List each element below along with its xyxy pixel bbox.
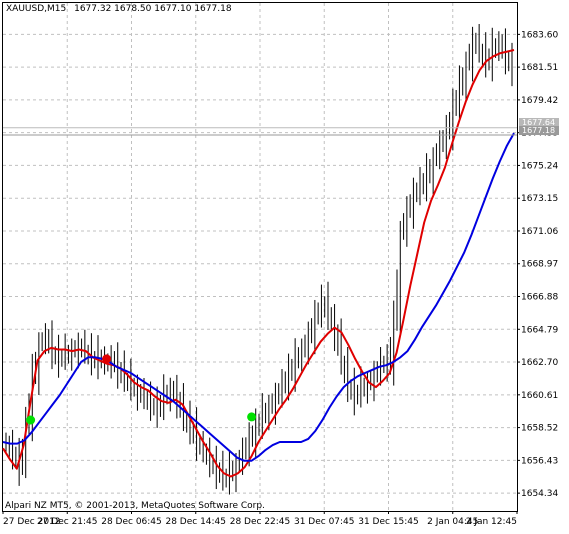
y-tick-label: 1662.70 bbox=[521, 358, 558, 368]
x-tick-label: 27 Dec 2012 bbox=[3, 517, 61, 527]
y-tick-label: 1668.97 bbox=[521, 260, 558, 270]
sell-signal-dot bbox=[102, 354, 112, 364]
buy-signal-dot bbox=[26, 415, 36, 425]
x-tick-label: 28 Dec 14:45 bbox=[165, 517, 226, 527]
y-tick-label: 1673.15 bbox=[521, 194, 558, 204]
y-tick-label: 1675.24 bbox=[521, 161, 558, 171]
y-tick-label: 1664.79 bbox=[521, 325, 558, 335]
y-tick-label: 1681.51 bbox=[521, 63, 558, 73]
chart-header: XAUUSD,M15 1677.32 1678.50 1677.10 1677.… bbox=[6, 4, 232, 14]
x-tick-label: 27 Dec 21:45 bbox=[37, 517, 98, 527]
buy-signal-dot bbox=[247, 412, 257, 422]
x-tick-label: 28 Dec 22:45 bbox=[230, 517, 291, 527]
y-tick-label: 1683.60 bbox=[521, 30, 558, 40]
y-tick-label: 1658.52 bbox=[521, 424, 558, 434]
symbol-label: XAUUSD,M15 bbox=[6, 4, 67, 14]
ask-price-tag: 1677.64 bbox=[519, 118, 559, 127]
bid-price-tag: 1677.18 bbox=[519, 126, 559, 135]
y-tick-label: 1666.88 bbox=[521, 293, 558, 303]
x-tick-label: 2 Jan 12:45 bbox=[466, 517, 517, 527]
fast-ma-line bbox=[2, 49, 515, 478]
y-tick-label: 1656.43 bbox=[521, 456, 558, 466]
x-tick-label: 31 Dec 15:45 bbox=[358, 517, 419, 527]
ohlc-label: 1677.32 1678.50 1677.10 1677.18 bbox=[74, 4, 232, 14]
y-tick-label: 1671.06 bbox=[521, 227, 558, 237]
copyright-label: Alpari NZ MT5, © 2001-2013, MetaQuotes S… bbox=[5, 501, 265, 511]
x-tick-label: 31 Dec 07:45 bbox=[294, 517, 355, 527]
y-tick-label: 1660.61 bbox=[521, 391, 558, 401]
y-tick-label: 1679.42 bbox=[521, 96, 558, 106]
y-tick-label: 1654.34 bbox=[521, 489, 558, 499]
slow-ma-line bbox=[2, 132, 515, 462]
x-tick-label: 28 Dec 06:45 bbox=[101, 517, 162, 527]
x-tick-label: 2 Jan 04:45 bbox=[427, 517, 478, 527]
